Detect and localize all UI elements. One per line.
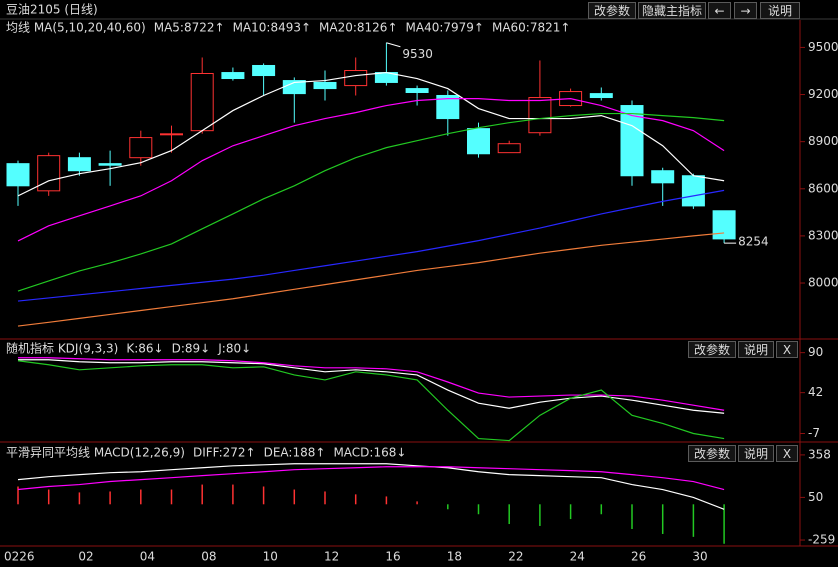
button[interactable]: 改参数 [688,341,736,358]
button[interactable]: 说明 [738,445,774,462]
series-line [17,232,725,327]
y-tick-label: 90 [808,345,823,359]
candle-body [344,70,368,87]
indicator-title: 平滑异同平均线 MACD(12,26,9) [6,446,185,460]
candle-body [681,175,705,207]
candle-body [712,210,736,240]
legend-entry: MA20:8126↑ [319,21,397,35]
legend-entry: MA60:7821↑ [492,21,570,35]
button[interactable]: 说明 [738,341,774,358]
legend-entry: MA5:8722↑ [154,21,225,35]
y-tick-label: -259 [808,533,835,547]
legend-entry: MACD:168↓ [333,446,406,460]
candle-body [589,93,613,99]
legend-entry: D:89↓ [172,342,211,356]
annotation-leader [386,42,401,48]
x-tick-label: 10 [263,550,278,564]
annotation: 9530 [402,47,433,61]
x-tick-label: 26 [631,550,646,564]
x-tick-label: 30 [692,550,707,564]
legend-entry: DEA:188↑ [264,446,326,460]
button[interactable]: 改参数 [688,445,736,462]
button[interactable]: X [776,341,798,358]
button[interactable]: 说明 [760,2,800,19]
legend-entry: DIFF:272↑ [193,446,256,460]
candle-body [497,143,521,154]
y-tick-label: 50 [808,490,823,504]
series-line [17,360,725,442]
candle-body [190,72,214,132]
y-tick-label: 8600 [808,181,838,195]
candle-body [528,97,552,134]
x-tick-label: 16 [385,550,400,564]
candle-body [252,64,276,77]
x-tick-label: 0226 [4,550,35,564]
candle-body [6,163,30,187]
candle-body [129,137,153,159]
legend-entry: J:80↓ [217,342,251,356]
x-tick-label: 18 [447,550,462,564]
indicator-title: 均线 MA(5,10,20,40,60) [6,21,146,35]
annotation: 8254 [738,235,769,249]
series-line [18,357,725,411]
indicator-title: 随机指标 KDJ(9,3,3) [6,341,118,356]
button[interactable]: ← [708,2,731,19]
candle-body [37,155,61,192]
chart-title: 豆油2105 (日线) [6,3,98,17]
x-tick-label: 04 [140,550,155,564]
x-tick-label: 02 [78,550,93,564]
y-tick-label: 8900 [808,134,838,148]
button[interactable]: → [734,2,757,19]
candle-body [313,81,337,90]
x-tick-label: 22 [508,550,523,564]
y-tick-label: -7 [808,426,820,440]
series-line [17,71,725,197]
candle-body [67,157,91,172]
button[interactable]: 改参数 [588,2,636,19]
candle-body [98,163,122,166]
series-line [17,463,725,510]
y-tick-label: 358 [808,447,831,461]
button[interactable]: X [776,445,798,462]
candle-body [620,105,644,177]
series-line [17,466,725,491]
series-line [18,359,725,414]
x-tick-label: 24 [570,550,585,564]
candle-body [467,128,490,155]
candle-body [221,72,245,80]
y-tick-label: 8000 [808,276,838,290]
candle-body [160,133,183,136]
series-line [17,98,725,242]
y-tick-label: 42 [808,385,823,399]
legend-entry: MA10:8493↑ [233,21,311,35]
y-tick-label: 8300 [808,228,838,242]
candle-body [436,94,460,120]
x-tick-label: 08 [201,550,216,564]
candle-body [651,170,675,184]
series-line [17,189,725,302]
legend-entry: MA40:7979↑ [406,21,484,35]
button[interactable]: 隐藏主指标 [638,2,706,19]
series-line [17,112,725,292]
y-tick-label: 9500 [808,40,838,54]
x-tick-label: 12 [324,550,339,564]
y-tick-label: 9200 [808,87,838,101]
candle-body [405,88,429,94]
legend-entry: K:86↓ [126,342,163,356]
